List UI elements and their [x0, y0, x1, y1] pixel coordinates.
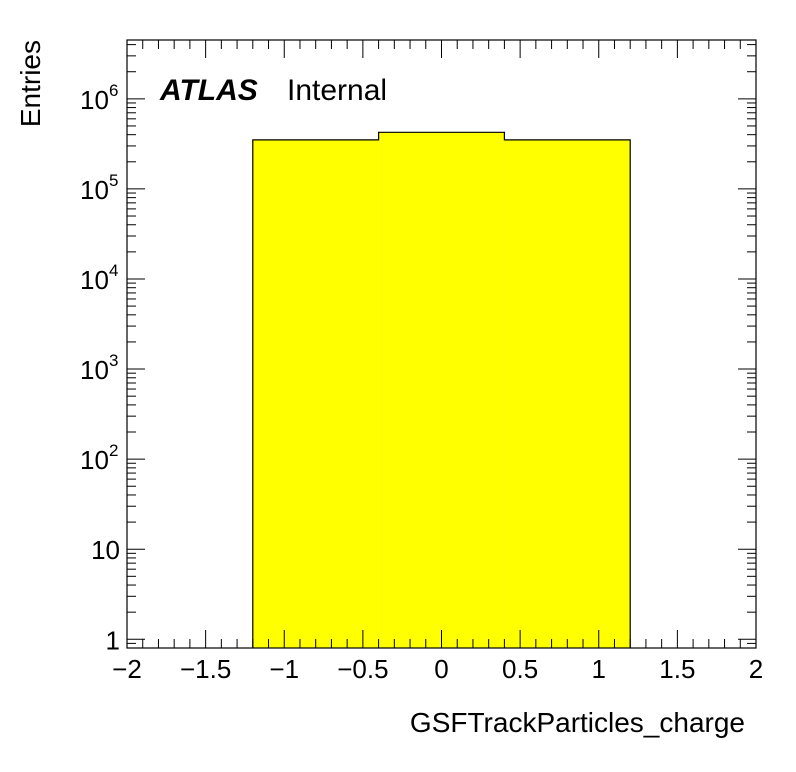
y-tick-label: 10 [80, 355, 109, 385]
y-tick-label-exponent: 4 [109, 261, 118, 280]
y-tick-label: 10 [80, 265, 109, 295]
y-tick-label-exponent: 3 [109, 351, 118, 370]
y-axis-title: Entries [15, 40, 46, 127]
axis-ticks [126, 40, 757, 649]
x-tick-label: 0.5 [502, 654, 538, 684]
x-tick-label: −0.5 [337, 654, 388, 684]
atlas-label-bold: ATLAS [159, 74, 258, 107]
y-tick-label: 1 [106, 625, 120, 655]
atlas-label-internal: Internal [287, 74, 387, 107]
x-tick-label: 1.5 [659, 654, 695, 684]
x-tick-label: −1.5 [180, 654, 231, 684]
x-tick-label: 1 [592, 654, 606, 684]
y-tick-label: 10 [80, 175, 109, 205]
x-axis-title: GSFTrackParticles_charge [410, 707, 745, 738]
y-tick-label-exponent: 6 [109, 81, 118, 100]
plot-frame [126, 39, 757, 649]
x-tick-labels: −2 −1.5 −1 −0.5 0 0.5 1 1.5 2 [112, 654, 763, 684]
y-tick-label: 10 [80, 85, 109, 115]
y-tick-label-exponent: 2 [109, 441, 118, 460]
x-tick-label: −2 [112, 654, 142, 684]
y-tick-label: 10 [91, 535, 120, 565]
histogram-bars [252, 131, 631, 649]
histogram-outline [252, 131, 631, 648]
y-tick-label: 10 [80, 445, 109, 475]
x-tick-label: −1 [269, 654, 299, 684]
histogram-bin-0 [252, 139, 379, 648]
y-tick-label-exponent: 5 [109, 171, 118, 190]
histogram-bin-2 [504, 139, 631, 648]
histogram-bin-1 [378, 132, 505, 649]
x-tick-label: 0 [434, 654, 448, 684]
x-tick-label: 2 [749, 654, 763, 684]
atlas-label: ATLAS Internal [159, 74, 387, 107]
